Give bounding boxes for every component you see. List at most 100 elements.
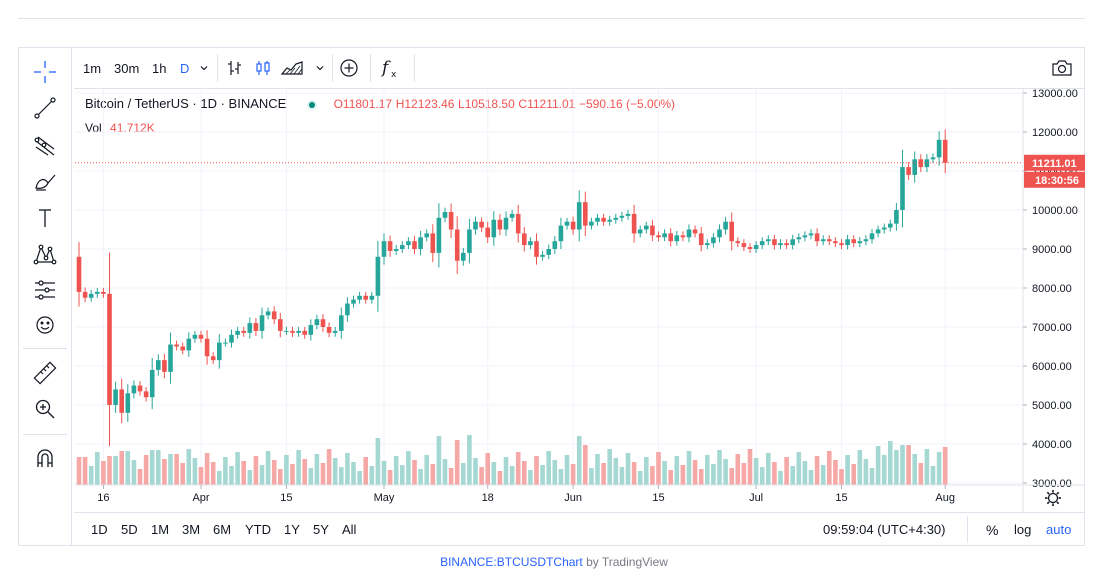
emoji-icon[interactable] <box>29 311 61 339</box>
candle-body <box>95 291 100 294</box>
volume-bar <box>351 462 356 485</box>
range-1m-button[interactable]: 1M <box>151 522 170 537</box>
interval-30m-button[interactable]: 30m <box>114 60 140 76</box>
crosshair-icon[interactable] <box>29 58 61 86</box>
volume-bar <box>168 454 173 485</box>
candle-body <box>357 295 362 300</box>
interval-1h-button[interactable]: 1h <box>152 60 167 76</box>
candle-body <box>888 223 893 228</box>
percent-scale-button[interactable]: % <box>986 521 999 538</box>
symbol-title[interactable]: Bitcoin / TetherUS · 1D · BINANCE <box>85 96 287 111</box>
range-6m-button[interactable]: 6M <box>213 522 232 537</box>
range-all-button[interactable]: All <box>342 522 357 537</box>
range-1y-button[interactable]: 1Y <box>284 522 300 537</box>
chart-link[interactable]: Chart <box>553 555 583 569</box>
range-ytd-button[interactable]: YTD <box>245 522 271 537</box>
candle-body <box>808 233 814 236</box>
prediction-icon[interactable] <box>29 276 61 304</box>
volume-bar <box>796 452 802 485</box>
candle-body <box>125 393 131 413</box>
candle-body <box>363 295 368 300</box>
volume-bar <box>436 436 442 485</box>
area-style-icon[interactable] <box>281 48 303 88</box>
volume-bar <box>186 449 192 485</box>
volume-bar <box>534 456 539 485</box>
candle-body <box>168 344 173 372</box>
ruler-icon[interactable] <box>29 359 61 387</box>
bars-style-icon[interactable] <box>226 48 244 88</box>
auto-scale-button[interactable]: auto <box>1046 522 1072 537</box>
candle-body <box>863 239 869 242</box>
ohlc-open: O11801.17 <box>333 97 393 111</box>
candle-body <box>576 202 582 230</box>
axis-settings-icon[interactable] <box>1045 490 1061 506</box>
volume-bar <box>113 456 118 485</box>
symbol-link[interactable]: BINANCE:BTCUSDT <box>440 555 554 569</box>
volume-bar <box>467 435 472 485</box>
chart-style-dropdown-icon[interactable] <box>315 48 325 88</box>
volume-bar <box>210 462 216 485</box>
log-scale-button[interactable]: log <box>1014 522 1032 537</box>
camera-icon[interactable] <box>1051 48 1073 88</box>
range-5y-button[interactable]: 5Y <box>313 522 329 537</box>
trend-line-icon[interactable] <box>29 94 61 122</box>
candle-body <box>88 293 94 298</box>
volume-bar <box>570 464 576 485</box>
volume-bar <box>522 461 527 485</box>
brush-icon[interactable] <box>29 168 61 196</box>
candle-body <box>326 327 332 333</box>
candle-body <box>759 241 765 246</box>
candle-body <box>271 311 277 320</box>
volume-bar <box>88 466 94 485</box>
countdown-badge <box>1024 171 1085 188</box>
volume-bar <box>308 468 314 485</box>
candle-body <box>253 323 259 331</box>
candle-body <box>741 243 747 248</box>
pattern-icon[interactable] <box>29 240 61 268</box>
add-indicator-icon[interactable] <box>339 48 359 88</box>
range-1d-button[interactable]: 1D <box>91 522 108 537</box>
volume-bar <box>656 452 661 485</box>
candle-body <box>247 323 253 333</box>
time-tick-label: Jun <box>564 492 582 504</box>
range-5d-button[interactable]: 5D <box>121 522 138 537</box>
volume-bar <box>76 457 82 485</box>
candle-body <box>156 360 161 370</box>
volume-bar <box>747 449 753 485</box>
price-tick-label: 4000.00 <box>1032 439 1072 451</box>
candle-body <box>149 369 155 398</box>
volume-bar <box>778 471 783 485</box>
candle-body <box>162 360 167 372</box>
volume-bar <box>564 455 570 485</box>
price-chart[interactable]: 3000.00 4000.00 5000.00 6000.00 7000.00 8000.… <box>75 89 1085 512</box>
candle-body <box>497 219 503 230</box>
candle-body <box>918 159 924 168</box>
range-3m-button[interactable]: 3M <box>182 522 201 537</box>
interval-d-button[interactable]: D <box>180 60 190 76</box>
zoom-in-icon[interactable] <box>29 395 61 423</box>
interval-1m-button[interactable]: 1m <box>83 60 102 76</box>
candles-style-icon[interactable] <box>254 48 272 88</box>
volume-bar <box>137 469 143 485</box>
pitchfork-icon[interactable] <box>29 132 61 160</box>
candle-body <box>613 217 619 220</box>
candle-body <box>875 229 881 234</box>
candle-body <box>320 319 326 327</box>
volume-bar <box>180 463 185 485</box>
magnet-icon[interactable] <box>29 444 61 472</box>
candle-body <box>698 233 704 246</box>
market-status-icon <box>306 99 317 110</box>
clock-timezone[interactable]: 09:59:04 (UTC+4:30) <box>823 522 946 537</box>
text-icon[interactable] <box>29 204 61 232</box>
volume-bar <box>442 459 448 485</box>
candle-body <box>107 293 112 405</box>
volume-bar <box>326 449 332 485</box>
candle-body <box>631 213 637 234</box>
volume-bar <box>296 450 301 485</box>
candle-body <box>119 389 124 413</box>
volume-bar <box>863 459 869 485</box>
volume-bar <box>808 470 814 485</box>
volume-bar <box>381 461 387 485</box>
interval-dropdown-icon[interactable] <box>199 48 209 88</box>
